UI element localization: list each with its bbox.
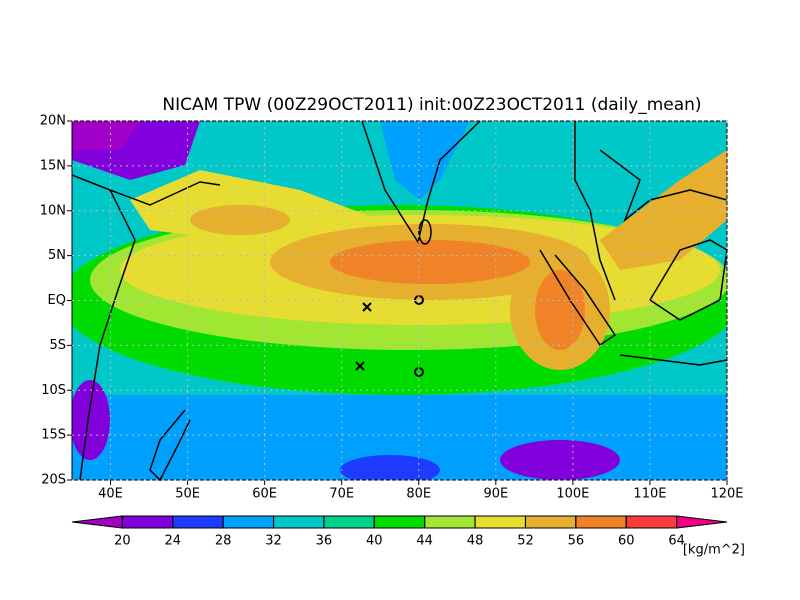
colorbar-segment [172,515,224,529]
colorbar-segment [323,515,375,529]
y-tick-label: 20S [41,473,66,488]
x-tick-label: 80E [406,487,431,502]
colorbar-segment [222,515,275,529]
y-tick-label: 15S [41,428,66,443]
colorbar-segment [474,515,526,529]
colorbar-label: 28 [215,534,232,549]
colorbar-segment [524,515,577,529]
y-tick-label: 15N [40,158,66,173]
y-tick-label: 20N [40,114,66,129]
x-tick-label: 90E [483,487,508,502]
colorbar-label: 36 [316,534,333,549]
colorbar-label: 44 [416,534,433,549]
x-tick-label: 50E [175,487,200,502]
colorbar-segment [71,515,123,529]
y-tick-label: EQ [48,293,66,308]
colorbar-segment [121,515,174,529]
y-tick-label: 10S [41,383,66,398]
colorbar-label: 64 [668,534,685,549]
colorbar-label: 60 [618,534,635,549]
x-tick-label: 40E [98,487,123,502]
field [72,121,727,480]
colorbar-label: 24 [164,534,181,549]
title: NICAM TPW (00Z29OCT2011) init:00Z23OCT20… [162,95,701,115]
colorbar-segment [575,515,627,529]
colorbar-label: 48 [467,534,484,549]
x-tick-label: 120E [710,487,743,502]
coastlines [71,120,728,482]
x-tick-label: 70E [329,487,354,502]
colorbar-label: 56 [568,534,585,549]
y-tick-label: 10N [40,203,66,218]
y-tick-label: 5N [48,248,66,263]
colorbar-unit: [kg/m^2] [683,543,745,558]
x-tick-label: 60E [252,487,277,502]
x-tick-label: 100E [556,487,589,502]
colorbar-segment [625,515,678,529]
colorbar-label: 20 [114,534,131,549]
colorbar-segment [676,515,728,529]
colorbar-label: 32 [265,534,282,549]
colorbar-segment [373,515,426,529]
colorbar-segment [424,515,476,529]
y-tick-label: 5S [49,338,66,353]
colorbar-label: 52 [517,534,534,549]
colorbar-label: 40 [366,534,383,549]
x-tick-label: 110E [633,487,666,502]
colorbar-segment [273,515,325,529]
